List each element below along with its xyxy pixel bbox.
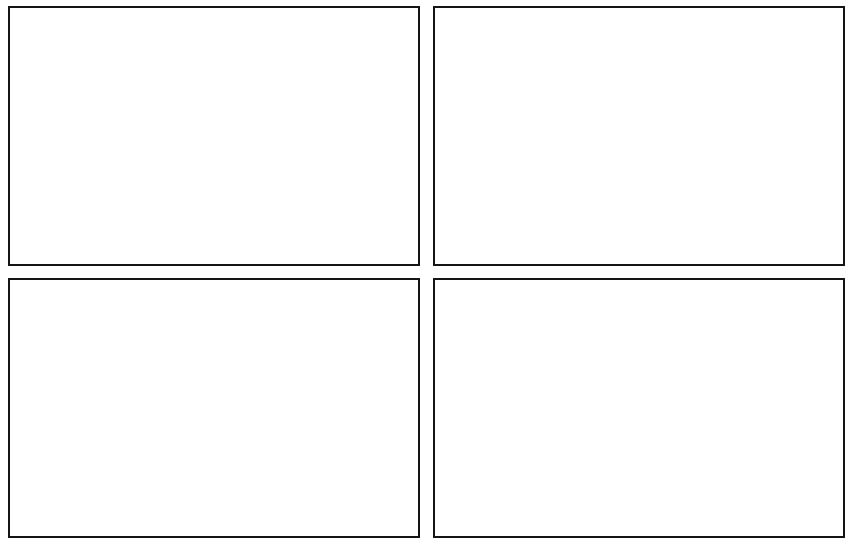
chart-plot-esr-1p4uf — [435, 280, 843, 536]
chart-panel-esr-1p4uf — [433, 278, 845, 538]
chart-plot-esr-940nf — [435, 8, 843, 264]
chart-panel-esr-940nf — [433, 6, 845, 266]
chart-panel-impedance-1p4uf — [8, 278, 420, 538]
chart-panel-impedance-940nf — [8, 6, 420, 266]
chart-plot-impedance-940nf — [10, 8, 418, 264]
chart-plot-impedance-1p4uf — [10, 280, 418, 536]
